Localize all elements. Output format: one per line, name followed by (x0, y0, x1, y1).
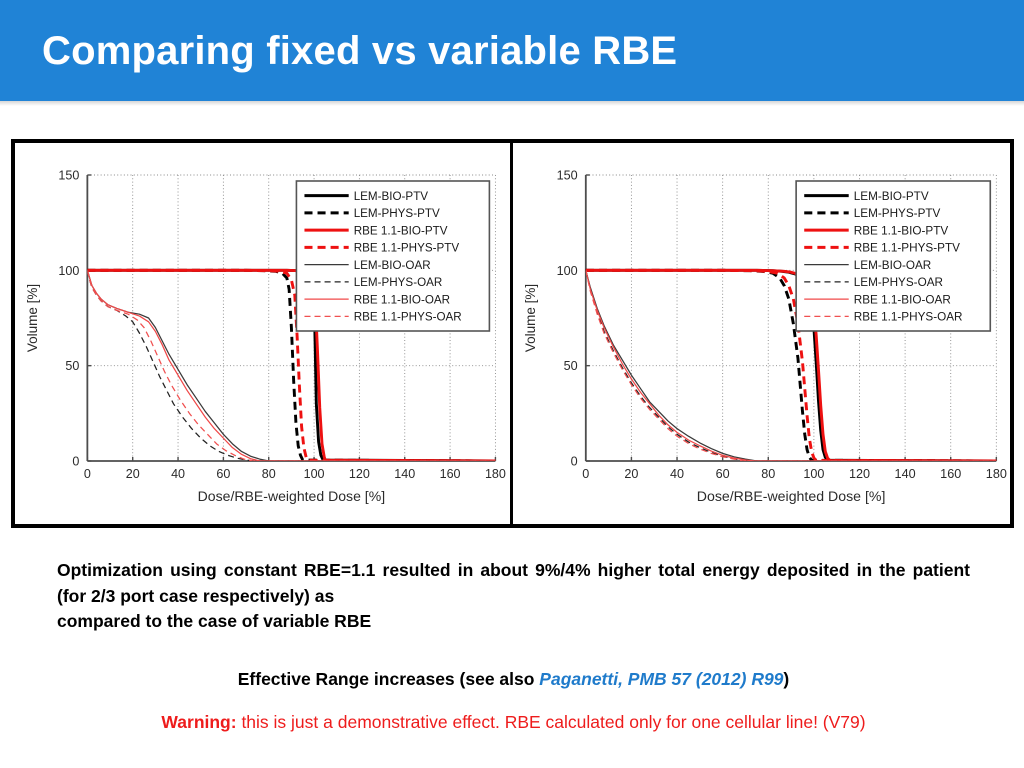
y-axis-label: Volume [%] (25, 284, 40, 352)
summary-paragraph-part1: Optimization using constant RBE=1.1 resu… (57, 560, 970, 606)
y-axis-label: Volume [%] (523, 284, 538, 352)
legend-label: RBE 1.1-BIO-PTV (853, 224, 948, 237)
warning-label: Warning: (161, 712, 237, 732)
warning-note: Warning: this is just a demonstrative ef… (57, 710, 970, 735)
y-tick-label: 50 (563, 359, 577, 373)
y-tick-label: 100 (556, 264, 577, 278)
x-tick-label: 80 (262, 467, 276, 481)
series-line (87, 270, 496, 461)
x-tick-label: 60 (216, 467, 230, 481)
x-tick-label: 160 (440, 467, 461, 481)
legend-box (794, 180, 991, 332)
x-tick-label: 60 (715, 467, 729, 481)
x-tick-label: 100 (803, 467, 824, 481)
legend-label: RBE 1.1-PHYS-OAR (853, 311, 962, 324)
series-line (585, 268, 996, 461)
y-tick-label: 0 (72, 455, 79, 469)
legend-label: RBE 1.1-PHYS-OAR (354, 311, 462, 324)
effective-range-suffix: ) (783, 669, 790, 689)
legend-label: RBE 1.1-BIO-PTV (354, 224, 448, 237)
legend-label: LEM-BIO-PTV (853, 190, 928, 203)
chart-panel-right: 0 20 40 60 80 100 120 140 160 180 0 50 100 150 Dose/RB… (512, 143, 1010, 524)
dvh-chart-right: 0 20 40 60 80 100 120 140 160 180 0 50 100 150 Dose/RB… (523, 169, 1007, 504)
legend-label: RBE 1.1-PHYS-PTV (853, 242, 959, 255)
x-tick-label: 0 (582, 467, 589, 481)
x-tick-label: 180 (985, 467, 1006, 481)
x-tick-label: 20 (126, 467, 140, 481)
x-tick-label: 160 (940, 467, 961, 481)
page-title: Comparing fixed vs variable RBE (42, 28, 678, 73)
series-line (585, 270, 996, 461)
legend-label: RBE 1.1-PHYS-PTV (354, 242, 460, 255)
series-line (87, 268, 496, 461)
summary-paragraph-part2: compared to the case of variable RBE (57, 611, 372, 632)
legend-label: LEM-PHYS-PTV (354, 207, 440, 220)
title-banner: Comparing fixed vs variable RBE (0, 0, 1024, 101)
legend-label: LEM-BIO-OAR (853, 259, 931, 272)
y-tick-label: 100 (58, 264, 79, 278)
figure-container: 0 20 40 60 80 100 120 140 160 180 0 50 100 150 Dose/RB… (11, 139, 1014, 528)
y-tick-label: 150 (58, 169, 79, 183)
legend-label: LEM-PHYS-OAR (853, 276, 942, 289)
x-tick-label: 0 (84, 467, 91, 481)
x-tick-label: 40 (171, 467, 185, 481)
x-tick-label: 40 (670, 467, 684, 481)
legend-label: RBE 1.1-BIO-OAR (354, 293, 450, 306)
x-tick-label: 80 (761, 467, 775, 481)
x-tick-label: 140 (394, 467, 415, 481)
x-tick-label: 20 (624, 467, 638, 481)
series-line (585, 270, 996, 461)
chart-panel-left: 0 20 40 60 80 100 120 140 160 180 0 50 100 150 Dose/RB… (15, 143, 513, 524)
dvh-chart-left: 0 20 40 60 80 100 120 140 160 180 0 50 100 150 Dose/RB… (25, 169, 506, 504)
x-tick-label: 120 (349, 467, 370, 481)
legend-label: LEM-BIO-OAR (354, 259, 431, 272)
y-tick-label: 150 (556, 169, 577, 183)
x-tick-label: 140 (894, 467, 915, 481)
effective-range-prefix: Effective Range increases (see also (237, 669, 540, 689)
legend-label: LEM-PHYS-OAR (354, 276, 443, 289)
x-tick-label: 120 (848, 467, 869, 481)
x-axis-label: Dose/RBE-weighted Dose [%] (696, 488, 885, 504)
warning-text: this is just a demonstrative effect. RBE… (236, 712, 866, 732)
effective-range-line: Effective Range increases (see also Paga… (57, 668, 970, 691)
series-line (585, 270, 996, 461)
citation-link[interactable]: Paganetti, PMB 57 (2012) R99 (539, 669, 784, 689)
x-tick-label: 180 (485, 467, 506, 481)
series-group (585, 268, 996, 461)
legend-label: LEM-BIO-PTV (354, 190, 429, 203)
summary-paragraph: Optimization using constant RBE=1.1 resu… (57, 558, 970, 635)
y-tick-label: 50 (65, 359, 79, 373)
x-axis-label: Dose/RBE-weighted Dose [%] (198, 488, 385, 504)
legend-label: RBE 1.1-BIO-OAR (853, 293, 950, 306)
y-tick-label: 0 (570, 455, 577, 469)
legend-box (295, 180, 491, 332)
x-tick-label: 100 (304, 467, 325, 481)
series-line (87, 270, 496, 461)
banner-shadow (0, 101, 1024, 106)
legend-label: LEM-PHYS-PTV (853, 207, 940, 220)
